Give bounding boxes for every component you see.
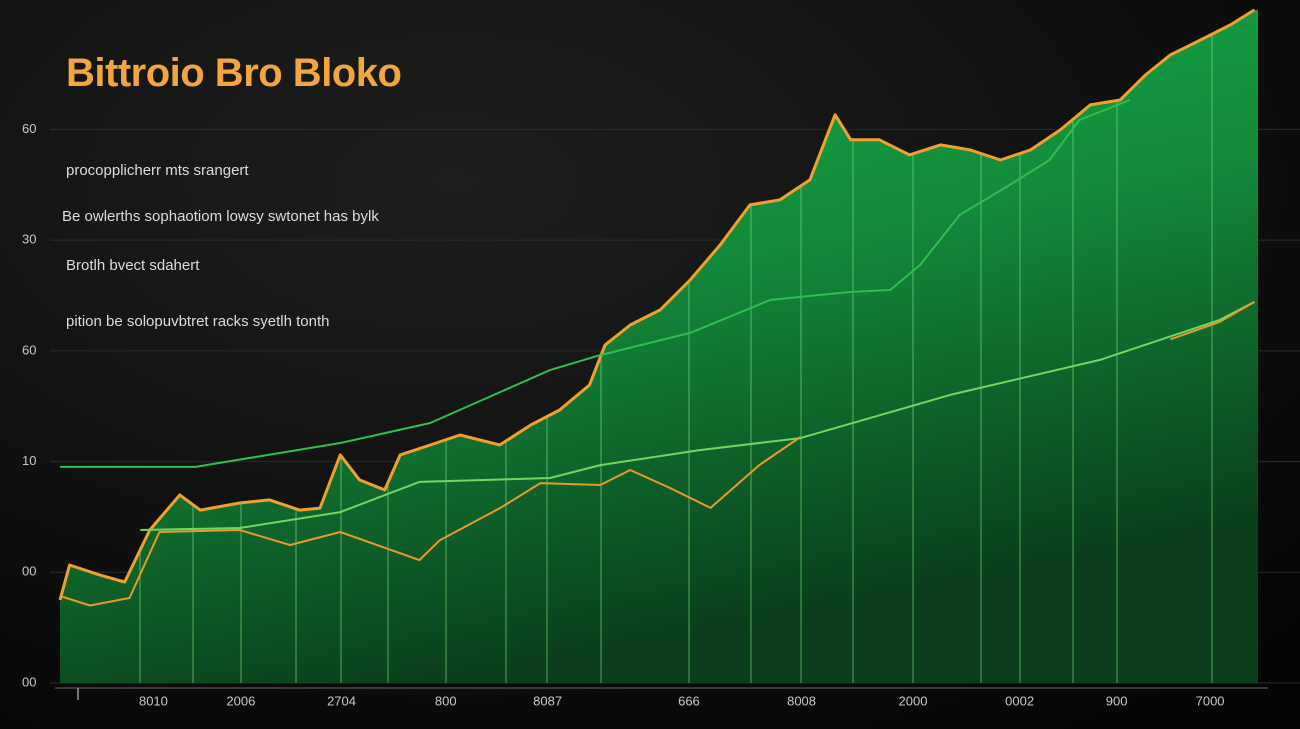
x-tick-label: 800 <box>435 693 457 708</box>
y-tick-label: 00 <box>22 564 36 579</box>
x-tick-label: 8010 <box>139 693 168 708</box>
line <box>60 99 1131 468</box>
x-tick-label: 666 <box>678 693 700 708</box>
area-layer <box>60 9 1258 683</box>
x-tick-label: 2704 <box>327 693 356 708</box>
annotation: Be owlerths sophaotiom lowsy swtonet has… <box>62 208 379 225</box>
text-layer: Bittroio Bro Bloko procopplicherr mts sr… <box>22 51 1225 708</box>
area-edge <box>58 8 1256 601</box>
line <box>140 301 1255 531</box>
annotation: procopplicherr mts srangert <box>66 162 249 179</box>
x-tick-label: 2006 <box>226 693 255 708</box>
annotation: pition be solopuvbtret racks syetlh tont… <box>66 313 329 330</box>
y-tick-label: 60 <box>22 342 36 357</box>
y-tick-label: 30 <box>22 232 36 247</box>
x-tick-label: 900 <box>1106 693 1128 708</box>
annotation: Brotlh bvect sdahert <box>66 257 200 274</box>
x-tick-label: 7000 <box>1196 693 1225 708</box>
x-tick-label: 0002 <box>1005 693 1034 708</box>
line <box>59 301 1255 607</box>
y-tick-label: 60 <box>22 121 36 136</box>
chart-title: Bittroio Bro Bloko <box>66 51 401 95</box>
y-tick-label: 00 <box>22 674 36 689</box>
lines-layer <box>58 8 1256 607</box>
x-tick-label: 8008 <box>787 693 816 708</box>
x-tick-label: 2000 <box>899 693 928 708</box>
x-tick-label: 8087 <box>533 693 562 708</box>
area-fill <box>60 9 1258 683</box>
y-tick-label: 10 <box>22 453 36 468</box>
